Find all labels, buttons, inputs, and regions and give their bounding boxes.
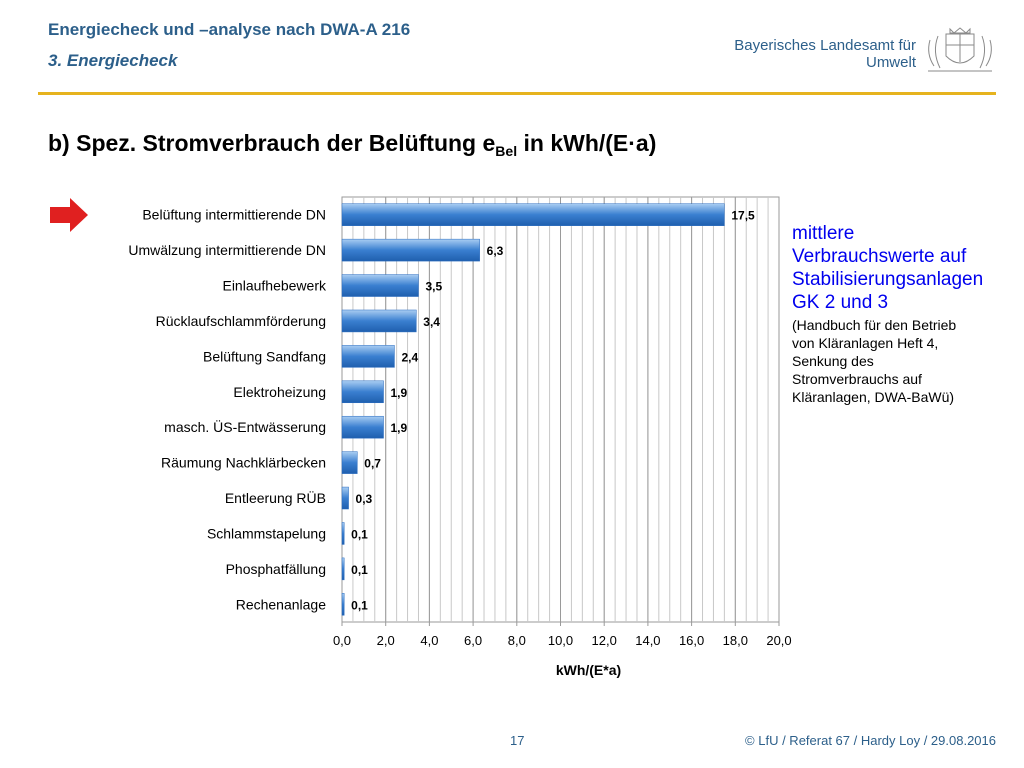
category-label: Schlammstapelung	[207, 525, 326, 541]
x-tick-label: 18,0	[723, 633, 748, 648]
bar	[341, 380, 384, 404]
x-tick-label: 16,0	[679, 633, 704, 648]
x-tick-label: 2,0	[377, 633, 395, 648]
x-axis-title: kWh/(E*a)	[556, 662, 621, 678]
data-label: 0,7	[364, 457, 381, 471]
header-title: Energiecheck und –analyse nach DWA-A 216	[48, 20, 411, 39]
header-subtitle: 3. Energiecheck	[48, 51, 178, 70]
note-box: mittlere Verbrauchswerte auf Stabilisier…	[792, 222, 1022, 406]
data-label: 1,9	[391, 421, 408, 435]
x-tick-label: 12,0	[592, 633, 617, 648]
category-label: Entleerung RÜB	[225, 489, 326, 506]
note-source-line3: Senkung des	[792, 353, 874, 369]
x-tick-label: 4,0	[420, 633, 438, 648]
data-label: 3,5	[425, 280, 442, 294]
slide-title: b) Spez. Stromverbrauch der Belüftung eB…	[48, 130, 656, 159]
footer-credit: © LfU / Referat 67 / Hardy Loy / 29.08.2…	[745, 733, 996, 748]
note-line4: GK 2 und 3	[792, 292, 889, 313]
x-tick-label: 14,0	[635, 633, 660, 648]
category-label: Rücklaufschlammförderung	[156, 313, 326, 329]
page-number: 17	[510, 733, 525, 748]
note-source-line5: Kläranlagen, DWA-BaWü)	[792, 389, 955, 405]
bar	[341, 415, 384, 439]
note-line3: Stabilisierungsanlagen	[792, 269, 984, 290]
category-label: Rechenanlage	[236, 596, 327, 612]
bar	[341, 557, 345, 581]
bar	[341, 309, 417, 333]
category-label: Belüftung Sandfang	[203, 348, 326, 364]
bar	[341, 238, 480, 262]
x-tick-label: 6,0	[464, 633, 482, 648]
note-line1: mittlere	[792, 223, 855, 244]
bar	[341, 486, 349, 510]
x-tick-label: 8,0	[508, 633, 526, 648]
data-label: 17,5	[731, 209, 755, 223]
data-label: 0,1	[351, 598, 368, 612]
org-name: Bayerisches Landesamt für Umwelt	[734, 37, 916, 71]
note-source: (Handbuch für den Betrieb von Kläranlage…	[792, 316, 1022, 406]
org-name-line2: Umwelt	[865, 54, 916, 71]
data-label: 0,3	[356, 492, 373, 506]
category-label: Umwälzung intermittierende DN	[128, 242, 326, 258]
note-source-line1: (Handbuch für den Betrieb	[792, 317, 957, 333]
note-source-line4: Stromverbrauchs auf	[792, 371, 922, 387]
data-label: 1,9	[391, 386, 408, 400]
bar	[341, 274, 419, 297]
highlight-arrow-icon	[50, 198, 88, 232]
note-line2: Verbrauchswerte auf	[792, 246, 967, 267]
note-source-line2: von Kläranlagen Heft 4,	[792, 335, 939, 351]
bar	[341, 593, 345, 616]
data-label: 0,1	[351, 527, 368, 541]
data-label: 6,3	[487, 244, 504, 258]
category-label: masch. ÜS-Entwässerung	[164, 418, 326, 435]
bar	[341, 451, 358, 474]
category-label: Elektroheizung	[233, 384, 326, 400]
data-label: 0,1	[351, 563, 368, 577]
header-rule	[38, 92, 996, 95]
slide-title-suffix: in kWh/(E·a)	[517, 130, 657, 156]
data-label: 3,4	[423, 315, 440, 329]
category-label: Phosphatfällung	[226, 561, 326, 577]
x-tick-label: 20,0	[766, 633, 791, 648]
bar	[341, 203, 725, 226]
category-label: Belüftung intermittierende DN	[142, 207, 326, 223]
data-label: 2,4	[401, 350, 418, 364]
bar	[341, 345, 395, 368]
category-label: Räumung Nachklärbecken	[161, 455, 326, 471]
slide-title-subscript: Bel	[495, 143, 518, 159]
category-label: Einlaufhebewerk	[222, 278, 327, 294]
x-tick-label: 0,0	[333, 633, 351, 648]
coat-of-arms-logo	[928, 27, 992, 72]
x-tick-label: 10,0	[548, 633, 573, 648]
slide-title-prefix: b) Spez. Stromverbrauch der Belüftung e	[48, 130, 496, 156]
bar	[341, 522, 345, 545]
org-name-line1: Bayerisches Landesamt für	[734, 37, 916, 54]
